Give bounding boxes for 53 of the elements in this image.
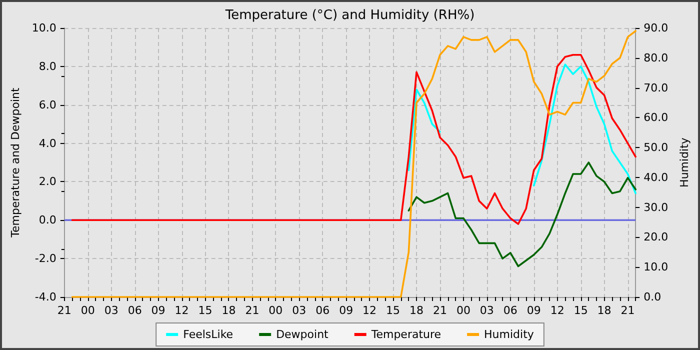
x-tick-label: 21 [432,304,447,317]
line-series [408,162,637,268]
x-tick-label: 09 [526,304,541,317]
y2-axis-title: Humidity [678,137,691,188]
x-tick-label: 21 [620,304,635,317]
y-tick-label: 10.0 [32,22,56,34]
y2-tick-label: 50.0 [644,141,668,154]
y-tick-label: -2.0 [34,252,56,266]
x-tick-label: 00 [80,304,95,317]
x-tick-label: 06 [316,304,330,317]
y-axis-title: Temperature and Dewpoint [9,86,22,238]
line-series [71,54,637,225]
x-tick-label: 12 [174,304,189,317]
x-tick-label: 00 [456,304,470,317]
y2-tick-label: 70.0 [644,81,668,94]
legend-label: Dewpoint [276,328,330,341]
legend-label: FeelsLike [183,328,234,341]
x-tick-label: 21 [245,304,260,317]
y2-tick-label: 10.0 [644,260,668,274]
x-tick-label: 06 [503,304,518,317]
x-tick-label: 15 [198,304,212,317]
x-tick-label: 00 [268,304,283,317]
y2-tick-label: 80.0 [644,51,668,64]
y-tick-label: 0.0 [38,214,56,227]
legend-label: Humidity [484,328,534,341]
x-tick-label: 09 [339,304,354,317]
y-tick-label: 8.0 [38,60,56,73]
x-tick-label: 18 [597,304,612,317]
y-tick-label: 6.0 [38,98,56,112]
x-tick-label: 03 [292,304,306,317]
line-series [71,30,637,298]
x-tick-label: 06 [128,304,142,317]
x-tick-label: 18 [222,304,236,317]
y2-tick-label: 0.0 [644,290,662,304]
y2-tick-label: 20.0 [644,230,668,244]
x-tick-label: 03 [104,304,118,317]
y2-tick-label: 90.0 [644,22,668,34]
x-tick-label: 03 [480,304,494,317]
y-tick-label: 4.0 [38,136,56,150]
y2-tick-label: 30.0 [644,200,668,214]
x-tick-label: 12 [550,304,564,317]
x-tick-label: 09 [151,304,166,317]
x-tick-label: 15 [386,304,400,317]
y-tick-label: -4.0 [34,290,56,304]
x-tick-label: 12 [362,304,377,317]
chart-title: Temperature (°C) and Humidity (RH%) [224,8,475,23]
x-tick-label: 21 [57,304,72,317]
y2-tick-label: 60.0 [644,111,668,124]
y-tick-label: 2.0 [38,175,56,188]
y2-tick-label: 40.0 [644,170,668,184]
x-tick-label: 15 [574,304,588,317]
legend-label: Temperature [370,328,442,341]
x-tick-label: 18 [410,304,424,317]
